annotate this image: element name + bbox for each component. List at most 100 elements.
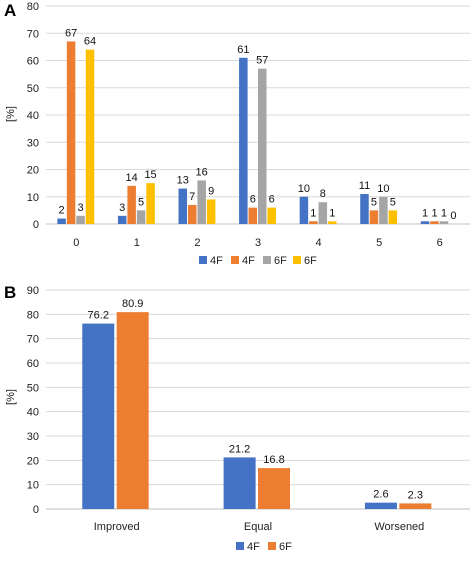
- chart-b-data-label: 21.2: [229, 443, 250, 455]
- chart-a-bar: [430, 221, 439, 224]
- chart-a-bar: [318, 202, 328, 224]
- chart-b-x-tick-label: Equal: [244, 521, 272, 533]
- chart-b-legend-swatch: [236, 542, 244, 550]
- chart-a-data-label: 6: [250, 194, 256, 206]
- chart-a-x-tick-label: 3: [255, 237, 261, 249]
- chart-a-bar: [309, 221, 318, 224]
- chart-a-bar: [420, 221, 430, 224]
- chart-a-data-label: 1: [441, 207, 447, 219]
- chart-a-legend-label: 6F: [274, 255, 287, 267]
- chart-b-data-label: 2.3: [408, 489, 423, 501]
- chart-a-data-label: 0: [450, 210, 456, 222]
- chart-b-bar: [399, 503, 432, 509]
- chart-a-data-label: 57: [256, 55, 268, 67]
- chart-a-data-label: 9: [208, 185, 214, 197]
- chart-b-data-label: 76.2: [88, 310, 109, 322]
- chart-b-legend-swatch: [268, 542, 276, 550]
- chart-a-data-label: 16: [196, 166, 208, 178]
- panel-a-letter: A: [4, 1, 16, 20]
- chart-b-data-label: 80.9: [122, 298, 143, 310]
- chart-a-bar: [379, 196, 388, 224]
- chart-b-x-tick-label: Improved: [94, 521, 140, 533]
- chart-b-y-tick-label: 30: [27, 431, 39, 443]
- chart-b-y-tick-label: 40: [27, 407, 39, 419]
- chart-a-y-tick-label: 0: [33, 219, 39, 231]
- chart-a-data-label: 61: [237, 44, 249, 56]
- chart-a-bar: [267, 207, 276, 224]
- chart-b-y-tick-label: 60: [27, 358, 39, 370]
- chart-b-y-tick-label: 50: [27, 382, 39, 394]
- chart-a-legend-label: 4F: [210, 255, 223, 267]
- chart-a-y-tick-label: 70: [27, 28, 39, 40]
- chart-a-bar: [439, 221, 449, 224]
- chart-a-x-tick-label: 5: [376, 237, 382, 249]
- chart-b: [%] 0 10 20 30 40 50 60 70 80 90 76.2 80.9 Improved 2…: [5, 285, 470, 553]
- chart-a-data-label: 5: [371, 196, 377, 208]
- chart-a-x-tick-label: 6: [437, 237, 443, 249]
- chart-a-legend-swatch: [199, 256, 207, 264]
- chart-b-x-tick-label: Worsened: [374, 521, 424, 533]
- chart-a-bar: [66, 41, 76, 224]
- chart-a-y-axis-label: [%]: [5, 106, 17, 122]
- chart-a-bar: [197, 180, 206, 224]
- chart-b-bar: [116, 312, 149, 509]
- chart-a-y-tick-label: 30: [27, 137, 39, 149]
- chart-a-bar: [76, 215, 85, 224]
- chart-b-y-tick-label: 90: [27, 285, 39, 297]
- chart-a-data-label: 13: [177, 175, 189, 187]
- chart-a-data-label: 6: [269, 194, 275, 206]
- chart-a-bar: [178, 188, 188, 224]
- chart-a-x-tick-label: 2: [194, 237, 200, 249]
- chart-a-data-label: 5: [390, 196, 396, 208]
- chart-a-bar: [248, 207, 258, 224]
- chart-a-bar: [136, 210, 146, 224]
- chart-a-data-label: 1: [329, 207, 335, 219]
- chart-a-data-label: 1: [431, 207, 437, 219]
- chart-a-data-label: 10: [298, 183, 310, 195]
- chart-a-y-tick-label: 80: [27, 1, 39, 13]
- chart-a-bar: [206, 199, 216, 224]
- chart-a-data-label: 67: [65, 27, 77, 39]
- chart-a-bar: [258, 68, 267, 224]
- chart-b-bar: [82, 323, 115, 509]
- chart-a-legend-swatch: [263, 256, 271, 264]
- chart-a-data-label: 1: [422, 207, 428, 219]
- chart-b-y-tick-label: 0: [33, 504, 39, 516]
- chart-a: [%] 010203040506070802673640314515113716…: [5, 1, 470, 267]
- chart-a-data-label: 64: [84, 36, 96, 48]
- chart-a-y-tick-label: 10: [27, 192, 39, 204]
- chart-b-data-label: 16.8: [263, 454, 284, 466]
- chart-a-bar: [85, 49, 95, 224]
- chart-a-bar: [369, 210, 379, 224]
- chart-b-y-tick-label: 80: [27, 309, 39, 321]
- chart-b-bar: [258, 468, 290, 509]
- chart-a-x-tick-label: 0: [73, 237, 79, 249]
- chart-a-legend-swatch: [293, 256, 301, 264]
- chart-a-data-label: 3: [77, 202, 83, 214]
- chart-a-data-label: 2: [59, 205, 65, 217]
- chart-b-data-label: 2.6: [373, 489, 388, 501]
- chart-b-bar: [223, 457, 256, 509]
- chart-b-legend-label: 4F: [247, 541, 260, 553]
- chart-b-legend-label: 6F: [279, 541, 292, 553]
- chart-a-legend-label: 6F: [304, 255, 317, 267]
- chart-a-data-label: 15: [144, 169, 156, 181]
- panel-b-letter: B: [4, 283, 16, 302]
- chart-a-data-label: 3: [119, 202, 125, 214]
- chart-a-bar: [57, 218, 66, 224]
- chart-a-bar: [299, 196, 309, 224]
- chart-a-data-label: 8: [320, 188, 326, 200]
- chart-a-data-label: 1: [310, 207, 316, 219]
- chart-a-bar: [117, 215, 127, 224]
- chart-a-y-tick-label: 50: [27, 83, 39, 95]
- chart-a-data-label: 10: [377, 183, 389, 195]
- chart-b-bar: [364, 502, 397, 509]
- chart-a-y-tick-label: 20: [27, 165, 39, 177]
- chart-a-bar: [146, 183, 155, 224]
- chart-b-y-tick-label: 10: [27, 480, 39, 492]
- chart-a-bar: [127, 185, 136, 224]
- chart-a-x-tick-label: 4: [316, 237, 322, 249]
- chart-a-y-tick-label: 40: [27, 110, 39, 122]
- chart-a-data-label: 14: [126, 172, 138, 184]
